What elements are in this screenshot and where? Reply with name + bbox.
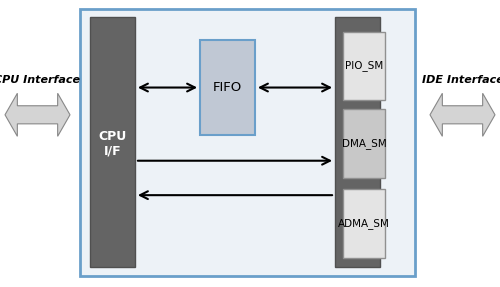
Bar [200, 40, 255, 135]
Text: ADMA_SM: ADMA_SM [338, 218, 390, 229]
Bar [342, 32, 385, 100]
Bar [335, 17, 380, 267]
Bar [342, 189, 385, 258]
Text: IDE Interface: IDE Interface [422, 75, 500, 85]
Text: DMA_SM: DMA_SM [342, 138, 386, 149]
Text: CPU Interface: CPU Interface [0, 75, 80, 85]
Polygon shape [5, 93, 70, 136]
Text: FIFO: FIFO [213, 81, 242, 94]
Bar [90, 17, 135, 267]
Text: PIO_SM: PIO_SM [345, 61, 383, 71]
Text: CPU
I/F: CPU I/F [98, 129, 126, 158]
Bar [342, 109, 385, 178]
Bar [80, 9, 415, 276]
Polygon shape [430, 93, 495, 136]
